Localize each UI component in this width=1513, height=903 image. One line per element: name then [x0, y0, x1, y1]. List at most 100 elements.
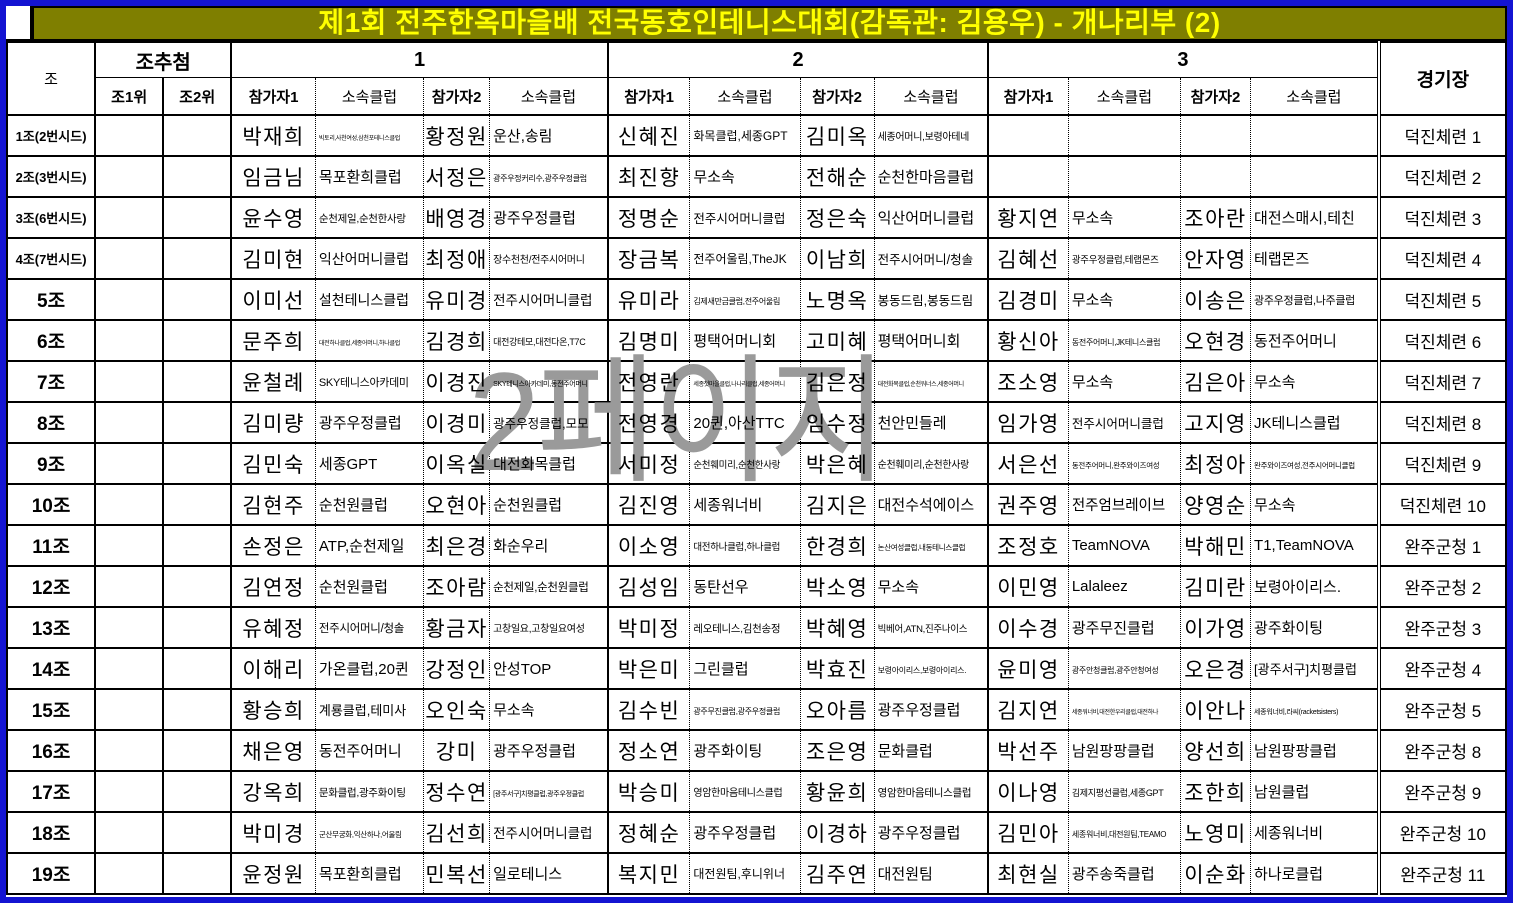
- club-cell: 남원팡팡클럽: [1067, 730, 1181, 771]
- participant-name: 노명옥: [805, 289, 869, 313]
- club-name: 전주시어머니클럽: [493, 826, 593, 841]
- group-cell: 13조: [7, 607, 95, 648]
- draw-second-place-cell: [162, 402, 232, 443]
- draw-first-place-cell: [94, 853, 164, 894]
- participant-cell: 황신아: [987, 320, 1069, 361]
- col-header-participant2: 참가자2: [423, 77, 490, 115]
- participant-name: 안자영: [1184, 248, 1247, 272]
- club-cell: 대전하나클럽,세종어머니,하나클럽: [314, 320, 424, 361]
- participant-cell: 윤미영: [987, 648, 1069, 689]
- club-name: 군산무궁화,익산하나,어울림: [318, 829, 402, 839]
- participant-name: 박미정: [617, 617, 681, 641]
- club-cell: 영암한마음테니스클럽: [689, 771, 800, 812]
- club-name: 가온클럽,20퀸: [318, 661, 409, 678]
- club-cell: 동전주어머니,JK테니스클럽: [1067, 320, 1181, 361]
- table-header: 조 조추첨 1 2 3 경기장 조1위 조2위 참가자1 소속클럽 참가자2 소…: [7, 42, 1506, 115]
- participant-name: 이민영: [997, 576, 1060, 600]
- col-header-participant1: 참가자1: [987, 77, 1069, 115]
- participant-name: 김명미: [617, 330, 681, 354]
- group-cell: 17조: [7, 771, 95, 812]
- club-cell: 남원팡팡클럽: [1250, 730, 1379, 771]
- group-label: 18조: [31, 824, 71, 845]
- group-cell: 7조: [7, 361, 95, 402]
- participant-cell: 임가영: [987, 402, 1069, 443]
- club-cell: 동탄선우: [689, 566, 800, 607]
- club-cell: 천안민들레: [873, 402, 989, 443]
- group-cell: 6조: [7, 320, 95, 361]
- venue-cell: 덕진체련 8: [1376, 402, 1506, 443]
- club-name: 순천제일,순천한사랑: [318, 212, 406, 225]
- venue: 완주군청 9: [1404, 784, 1482, 803]
- venue: 덕진체련 5: [1404, 292, 1482, 311]
- draw-second-place-cell: [162, 566, 232, 607]
- club-name: 익산어머니클럽: [318, 250, 410, 267]
- draw-second-place-cell: [162, 771, 232, 812]
- participant-cell: 강정인: [423, 648, 490, 689]
- club-name: 문화클럽: [877, 743, 933, 760]
- participant-name: 박은미: [617, 658, 681, 682]
- participant-name: 이송은: [1184, 289, 1247, 313]
- table-row: 18조 박미경 군산무궁화,익산하나,어울림 김선희 전주시어머니클럽 정혜순 …: [7, 812, 1506, 853]
- col-header-group: 조: [7, 42, 96, 115]
- participant-name: 조아란: [1184, 207, 1247, 231]
- participant-cell: 배영경: [423, 197, 490, 238]
- venue: 완주군청 8: [1404, 743, 1482, 762]
- group-cell: 11조: [7, 525, 95, 566]
- participant-name: 전영란: [617, 371, 681, 395]
- participant-name: 최정아: [1184, 453, 1247, 477]
- club-name: 완주와이즈여성,전주시어머니클럽: [1254, 460, 1355, 470]
- participant-cell: 강옥희: [230, 771, 316, 812]
- draw-first-place-cell: [94, 238, 164, 279]
- venue-cell: 덕진체련 4: [1376, 238, 1506, 279]
- participant-name: 황신아: [997, 330, 1060, 354]
- club-name: 대전화목클럽: [493, 456, 576, 473]
- participant-cell: 김경희: [423, 320, 490, 361]
- draw-second-place-cell: [162, 689, 232, 730]
- club-cell: Lalaleez: [1067, 566, 1181, 607]
- participant-cell: 김현주: [230, 484, 316, 525]
- participant-name: 한경희: [805, 535, 869, 559]
- club-cell: 광주우정클럽,나주클럽: [1250, 279, 1379, 320]
- club-cell: 목포환희클럽: [314, 156, 424, 197]
- participant-cell: 김미현: [230, 238, 316, 279]
- club-name: 광주우정클럽: [318, 415, 402, 432]
- participant-name: 양영순: [1184, 494, 1247, 518]
- group-label: 17조: [31, 783, 71, 804]
- club-cell: 일로테니스: [489, 853, 608, 894]
- participant-cell: 김경미: [987, 279, 1069, 320]
- participant-name: 이안나: [1184, 699, 1247, 723]
- club-cell: 테랩몬즈: [1250, 238, 1379, 279]
- participant-cell: 정명순: [606, 197, 690, 238]
- venue: 완주군청 2: [1404, 579, 1482, 598]
- club-name: 순천한마음클럽: [877, 169, 975, 186]
- col-header-draw-second: 조2위: [162, 77, 232, 115]
- club-name: 평택어머니회: [877, 333, 961, 350]
- club-cell: 동전주어머니: [314, 730, 424, 771]
- draw-second-place-cell: [162, 320, 232, 361]
- club-cell: 무소속: [1250, 361, 1379, 402]
- header-row-groups: 조 조추첨 1 2 3 경기장: [7, 42, 1506, 115]
- club-name: 동전주어머니,완주와이즈여성: [1071, 460, 1160, 470]
- participant-cell: 오아름: [799, 689, 875, 730]
- group-label: 6조: [37, 332, 66, 353]
- participant-name: 서은선: [997, 453, 1060, 477]
- participant-name: 박재희: [242, 125, 305, 149]
- participant-cell: 채은영: [230, 730, 316, 771]
- group-label: 9조: [37, 455, 66, 476]
- participant-name: 이나영: [997, 781, 1060, 805]
- club-name: Lalaleez: [1071, 577, 1128, 595]
- participant-name: 유미경: [425, 289, 488, 313]
- participant-cell: 김민아: [987, 812, 1069, 853]
- participant-name: 조아람: [425, 576, 488, 600]
- club-name: 광주우정클럽: [693, 825, 777, 842]
- table-row: 8조 김미량 광주우정클럽 이경미 광주우정클럽,모모 전영경 20퀸,아산TT…: [7, 402, 1506, 443]
- participant-cell: 박미정: [606, 607, 690, 648]
- title-notch: [6, 6, 32, 41]
- draw-first-place-cell: [94, 279, 164, 320]
- club-cell: 목포환희클럽: [314, 853, 424, 894]
- club-name: 천안민들레: [877, 415, 947, 432]
- club-cell: 화목클럽,세종GPT: [689, 115, 800, 156]
- participant-name: 유혜정: [242, 617, 305, 641]
- club-name: 동탄선우: [693, 579, 749, 596]
- club-name: 평택어머니회: [693, 333, 777, 350]
